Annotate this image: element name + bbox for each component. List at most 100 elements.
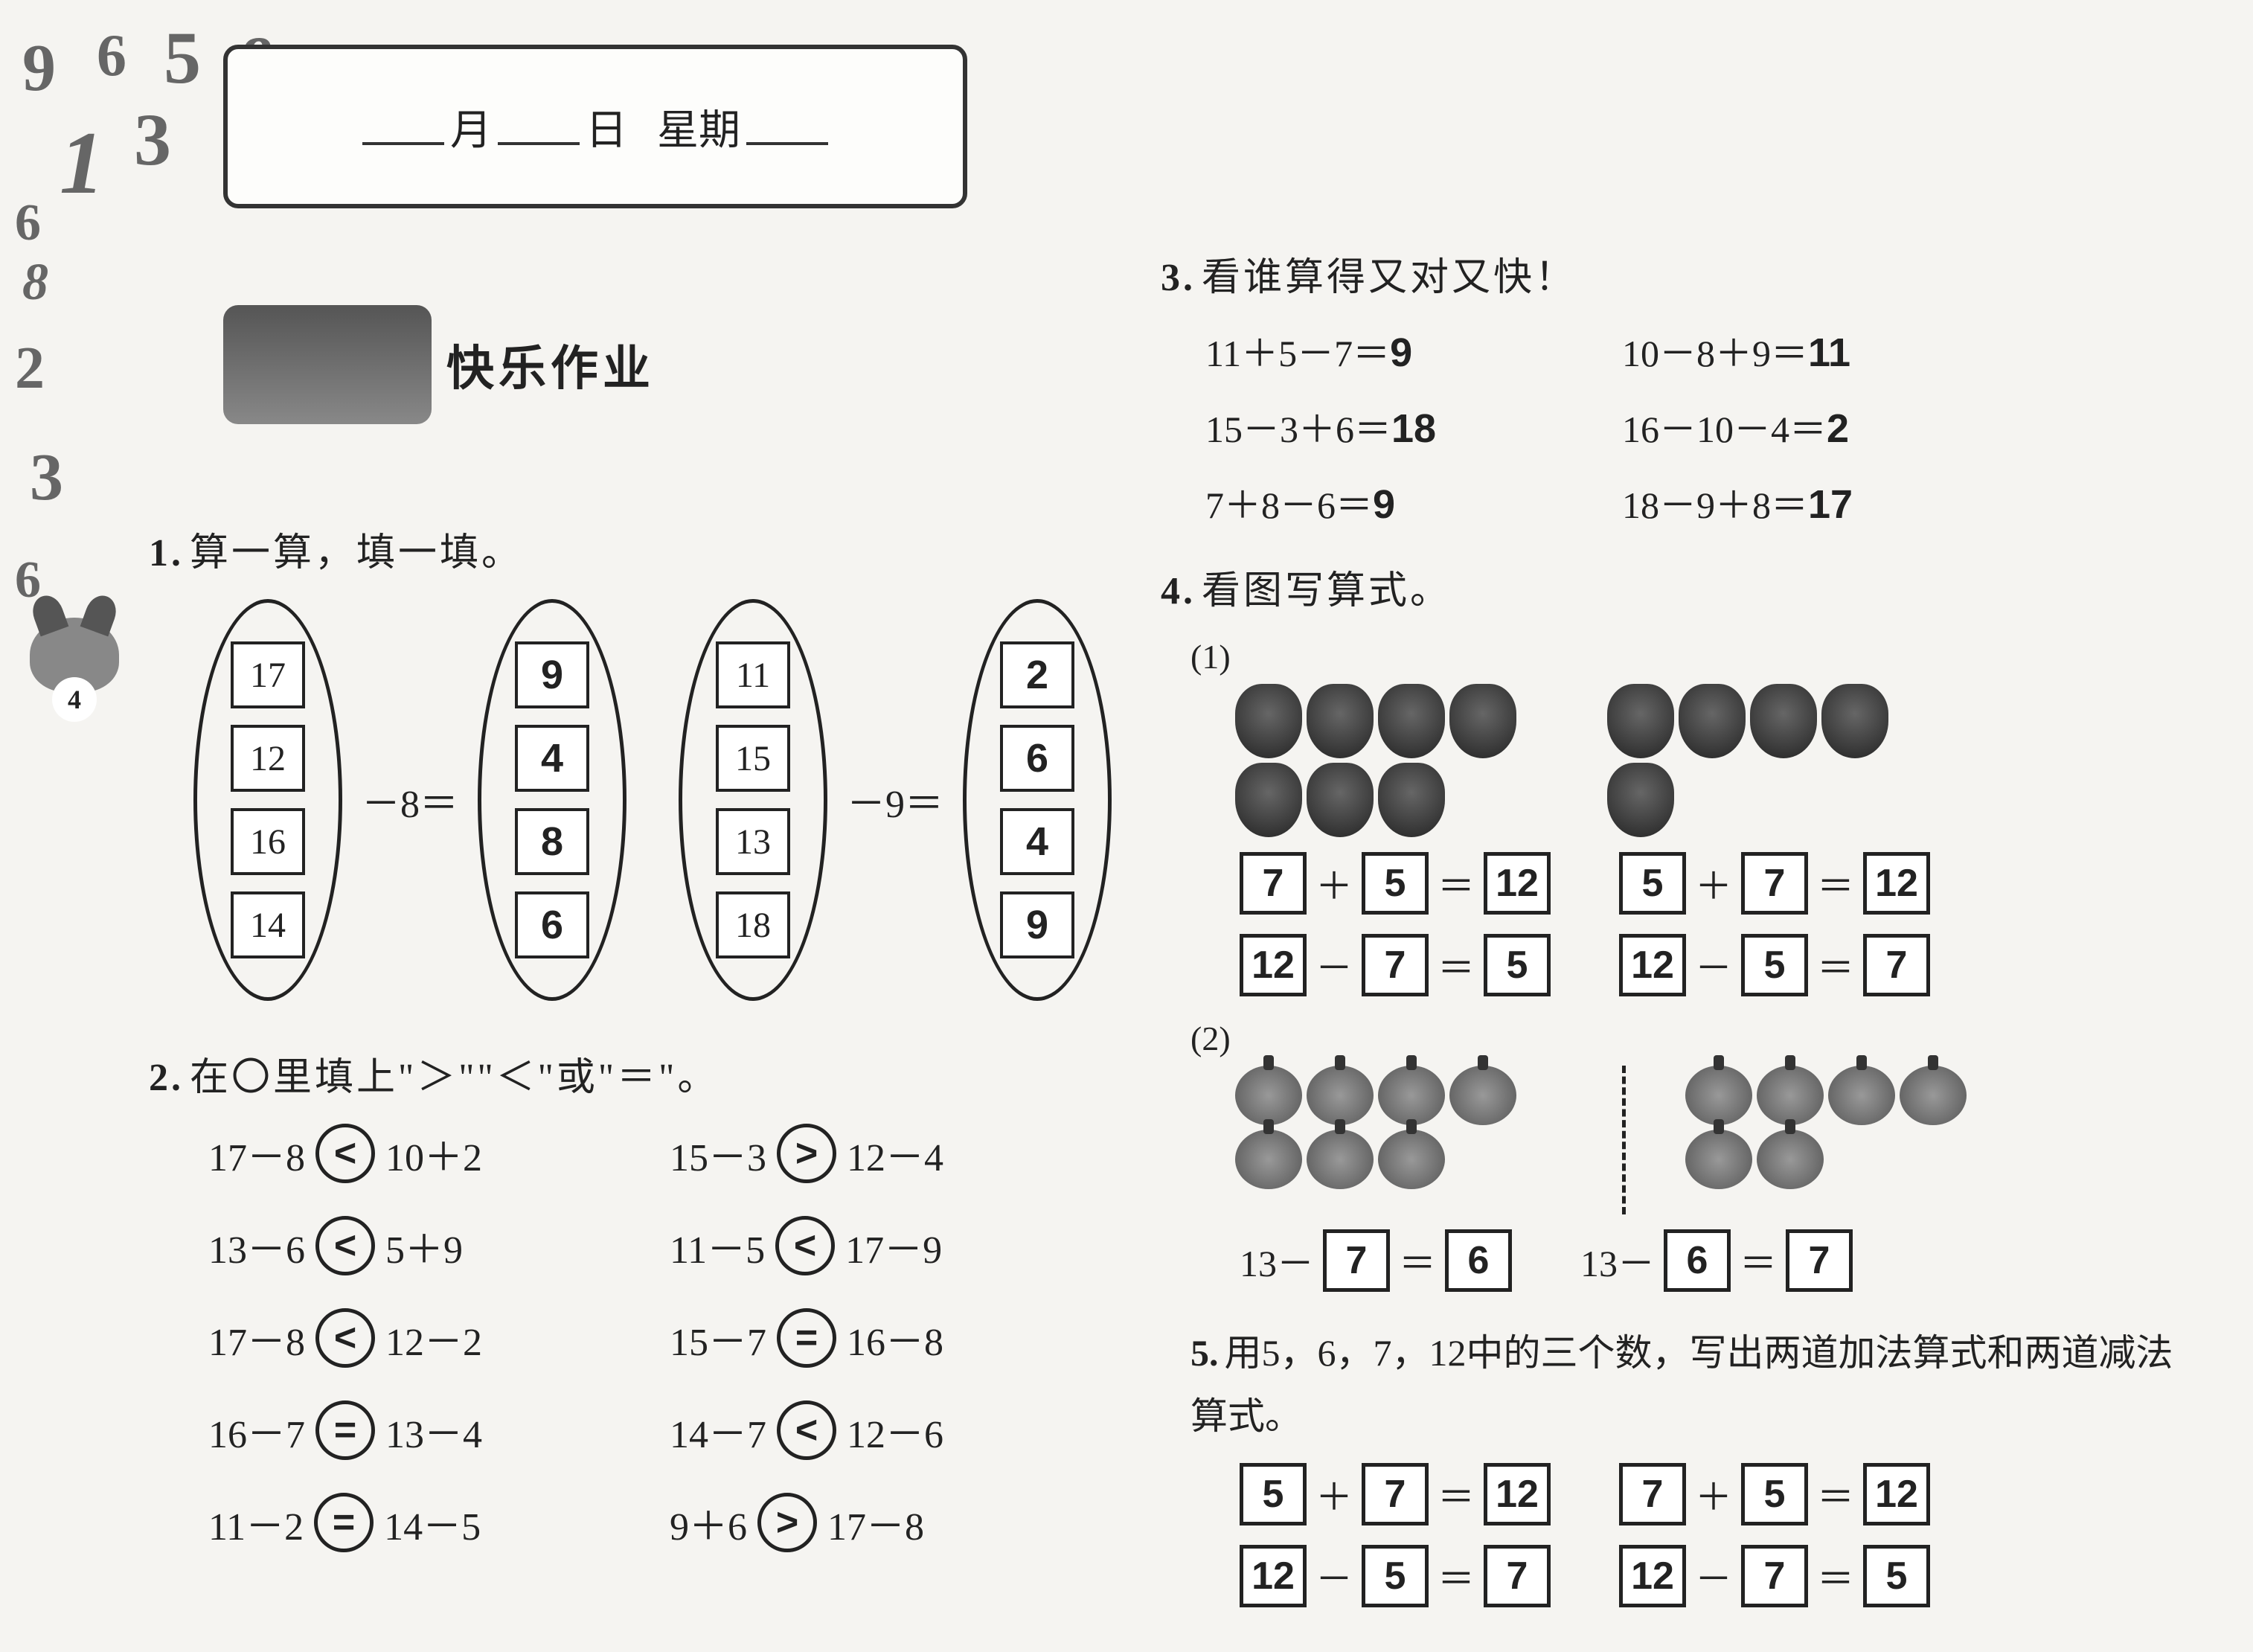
month-label: 月 [450,97,492,157]
q1a-ans-2[interactable]: 8 [515,808,589,875]
q2-right: 10＋2 [385,1126,482,1182]
q3-answer[interactable]: 2 [1827,406,1849,451]
eq-box[interactable]: 7 [1323,1229,1390,1292]
q1b-ans-2[interactable]: 4 [1000,808,1074,875]
q3-answer[interactable]: 9 [1390,330,1412,375]
eq-box[interactable]: 7 [1741,1545,1808,1607]
fruit-icon [1757,1130,1824,1189]
q2-left: 15－3 [670,1126,766,1182]
fruit-icon [1685,1130,1752,1189]
eq-box[interactable]: 12 [1619,934,1686,996]
eq-box[interactable]: 7 [1619,1463,1686,1525]
q2-right: 14－5 [384,1495,481,1551]
q2-circle[interactable]: = [315,1400,375,1460]
q2-circle[interactable]: = [777,1308,836,1368]
fruit-icon [1235,1066,1302,1125]
eq-box[interactable]: 7 [1786,1229,1853,1292]
eq-box[interactable]: 5 [1362,852,1429,915]
q1a-in-2: 16 [231,808,305,875]
q3-expr: 10－8＋9＝ [1622,333,1808,374]
q3-answer[interactable]: 18 [1391,406,1436,451]
q1b-ans-3[interactable]: 9 [1000,891,1074,958]
q4-sub2-images [1235,1066,2193,1214]
eq-box[interactable]: 5 [1362,1545,1429,1607]
q3-content: 11＋5－7＝910－8＋9＝1115－3＋6＝1816－10－4＝27＋8－6… [1205,324,2193,529]
eq-box[interactable]: 12 [1240,1545,1307,1607]
month-blank[interactable] [362,108,444,145]
q1b-in-2: 13 [716,808,790,875]
q2-right: 17－9 [845,1218,942,1274]
q4-sub1-images [1235,684,2193,837]
equation: 7＋5＝12 [1615,1463,1935,1525]
q3-item: 11＋5－7＝9 [1205,324,1622,377]
eq-box[interactable]: 7 [1240,852,1307,915]
eq-box[interactable]: 12 [1863,852,1930,915]
q1a-ans-1[interactable]: 4 [515,725,589,792]
q2-circle[interactable]: < [775,1216,835,1275]
eq-box[interactable]: 5 [1741,934,1808,996]
eq-box[interactable]: 7 [1362,934,1429,996]
q1b-ans-1[interactable]: 6 [1000,725,1074,792]
eq-prefix: 13－ [1580,1234,1655,1287]
equation: 12－7＝5 [1615,1545,1935,1607]
eq-box[interactable]: 12 [1863,1463,1930,1525]
q2-right: 13－4 [385,1403,482,1459]
q2-left: 9＋6 [670,1495,747,1551]
q2-circle[interactable]: < [777,1400,836,1460]
eq-box[interactable]: 5 [1741,1463,1808,1525]
q1b-op: －9＝ [842,772,948,828]
mask-icon [1679,684,1746,758]
eq-box[interactable]: 7 [1741,852,1808,915]
eq-box[interactable]: 12 [1619,1545,1686,1607]
q2-row: 14－7<12－6 [670,1400,1086,1460]
q3-answer[interactable]: 11 [1808,330,1850,375]
q3-answer[interactable]: 9 [1373,482,1395,527]
mask-icon [1449,684,1516,758]
eq-box[interactable]: 7 [1863,934,1930,996]
q2-right: 12－4 [847,1126,943,1182]
eq-op: ＝ [1438,938,1475,992]
equation: 5＋7＝12 [1235,1463,1555,1525]
fruit-icon [1307,1066,1374,1125]
q2-circle[interactable]: > [757,1493,817,1552]
eq-op: ＝ [1399,1234,1436,1287]
left-column: 1.算一算，填一填。 17 12 16 14 －8＝ 9 4 8 6 [149,223,1116,1622]
q4-sub2-label: (2) [1190,1019,2193,1058]
q2-right: 17－8 [827,1495,924,1551]
equation: 13－7＝6 [1235,1229,1516,1292]
eq-box[interactable]: 12 [1240,934,1307,996]
q2-row: 15－7=16－8 [670,1308,1086,1368]
q2-circle[interactable]: = [314,1493,374,1552]
day-blank[interactable] [498,108,580,145]
eq-box[interactable]: 5 [1484,934,1551,996]
q3-expr: 7＋8－6＝ [1205,484,1373,526]
eq-box[interactable]: 6 [1664,1229,1731,1292]
eq-box[interactable]: 7 [1362,1463,1429,1525]
eq-box[interactable]: 6 [1445,1229,1512,1292]
equation: 5＋7＝12 [1615,852,1935,915]
q2-content: 17－8<10＋215－3>12－413－6<5＋911－5<17－917－8<… [208,1124,1116,1552]
fruit-icon [1307,1130,1374,1189]
q2-circle[interactable]: < [315,1124,375,1183]
q1a-ans-0[interactable]: 9 [515,641,589,708]
q3-answer[interactable]: 17 [1808,482,1853,527]
q2-right: 12－6 [847,1403,943,1459]
q1b-ans-0[interactable]: 2 [1000,641,1074,708]
eq-box[interactable]: 5 [1240,1463,1307,1525]
q2-circle[interactable]: > [777,1124,836,1183]
q3-item: 18－9＋8＝17 [1622,476,2039,529]
fruit-icon [1900,1066,1967,1125]
eq-box[interactable]: 5 [1619,852,1686,915]
divider [1622,1066,1626,1214]
eq-box[interactable]: 7 [1484,1545,1551,1607]
q1-oval-a-out: 9 4 8 6 [478,599,626,1001]
q1a-ans-3[interactable]: 6 [515,891,589,958]
eq-box[interactable]: 5 [1863,1545,1930,1607]
q2-circle[interactable]: < [315,1216,375,1275]
q2-circle[interactable]: < [315,1308,375,1368]
weekday-blank[interactable] [746,108,828,145]
eq-box[interactable]: 12 [1484,852,1551,915]
eq-box[interactable]: 12 [1484,1463,1551,1525]
equation: 12－5＝7 [1615,934,1935,996]
q2-left: 11－2 [208,1495,304,1551]
